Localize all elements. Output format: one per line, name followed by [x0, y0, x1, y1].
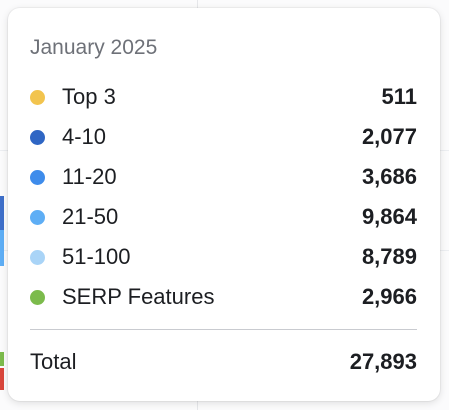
legend-row-label: 4-10: [62, 124, 107, 149]
legend-row-value: 511: [381, 84, 418, 109]
legend-row-value: 9,864: [361, 204, 417, 229]
total-row: Total 27,893: [30, 330, 417, 394]
legend-row-label: SERP Features: [62, 284, 215, 309]
legend-row-4-10: 4-10 2,077: [30, 117, 417, 157]
chart-bar-segment: [0, 230, 4, 266]
chart-bar-segment: [0, 196, 4, 230]
legend-row-11-20: 11-20 3,686: [30, 157, 417, 197]
chart-tooltip: January 2025 Top 3 511 4-10 2,077 11-20 …: [8, 8, 440, 401]
legend-dot-icon: [30, 209, 45, 225]
legend-dot-icon: [30, 289, 45, 305]
legend-row-serp-features: SERP Features 2,966: [30, 277, 417, 317]
legend-row-label: 21-50: [62, 204, 119, 229]
legend-dot-icon: [30, 89, 45, 105]
tooltip-title: January 2025: [30, 36, 158, 59]
tooltip-divider: [30, 329, 417, 330]
chart-bar-segment: [0, 352, 4, 366]
legend-row-value: 8,789: [361, 244, 417, 269]
legend-row-value: 2,966: [361, 284, 417, 309]
legend-row-label: 11-20: [62, 164, 117, 189]
legend-row-21-50: 21-50 9,864: [30, 197, 417, 237]
legend-dot-icon: [30, 249, 45, 265]
chart-bar-segment: [0, 368, 4, 390]
legend-dot-icon: [30, 169, 45, 185]
total-label: Total: [30, 349, 77, 374]
legend-row-label: Top 3: [62, 84, 116, 109]
legend-row-value: 3,686: [361, 164, 417, 189]
legend-row-51-100: 51-100 8,789: [30, 237, 417, 277]
legend-dot-icon: [30, 129, 45, 145]
total-value: 27,893: [349, 349, 417, 374]
legend-row-top-3: Top 3 511: [30, 77, 417, 117]
legend-row-value: 2,077: [361, 124, 417, 149]
legend-row-label: 51-100: [62, 244, 131, 269]
